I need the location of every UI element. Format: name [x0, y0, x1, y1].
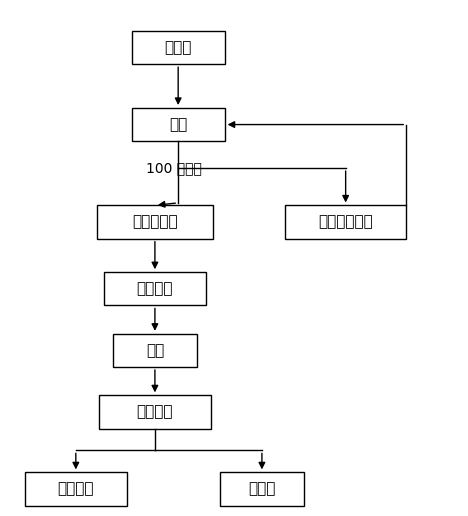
Bar: [99, 395, 211, 429]
Bar: [220, 472, 304, 506]
Text: 碱浸: 碱浸: [146, 343, 164, 358]
Text: 机械活化: 机械活化: [137, 281, 173, 296]
Bar: [104, 272, 206, 305]
Bar: [132, 31, 225, 64]
Bar: [132, 108, 225, 141]
Bar: [25, 472, 127, 506]
Text: 浸出溶液: 浸出溶液: [58, 481, 94, 496]
Text: 硼精矿: 硼精矿: [164, 40, 192, 55]
Bar: [285, 205, 406, 239]
Text: 100 目筛分: 100 目筛分: [146, 161, 202, 175]
Text: 破碎: 破碎: [169, 117, 187, 132]
Bar: [113, 334, 197, 367]
Text: 浸出渣: 浸出渣: [248, 481, 276, 496]
Text: 过筛硼精矿: 过筛硼精矿: [132, 215, 178, 230]
Bar: [97, 205, 213, 239]
Text: 固液分离: 固液分离: [137, 405, 173, 420]
Text: 未过筛硼精矿: 未过筛硼精矿: [318, 215, 373, 230]
